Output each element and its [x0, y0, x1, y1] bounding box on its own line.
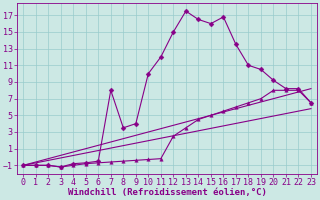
- X-axis label: Windchill (Refroidissement éolien,°C): Windchill (Refroidissement éolien,°C): [68, 188, 267, 197]
